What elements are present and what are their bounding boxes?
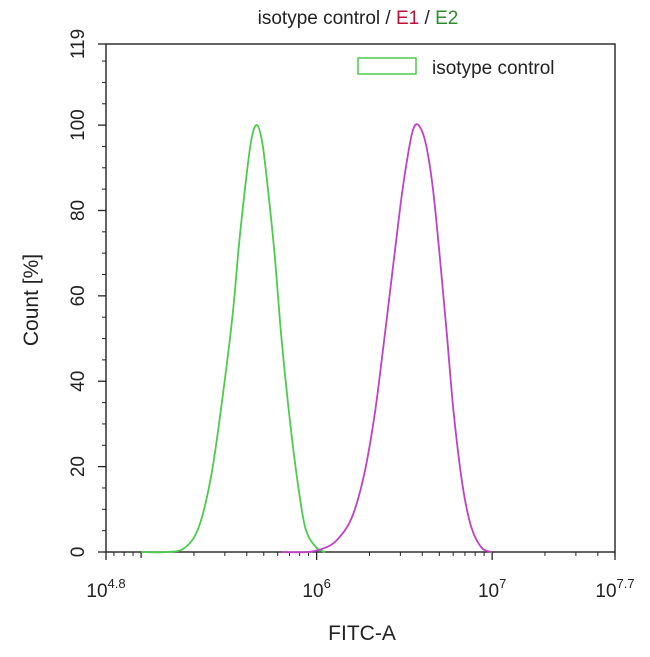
y-tick-label: 0 bbox=[68, 547, 89, 558]
title-part: E2 bbox=[435, 8, 458, 29]
title-part: / bbox=[380, 8, 396, 29]
title-part: E1 bbox=[396, 8, 419, 29]
y-tick-label: 80 bbox=[68, 200, 89, 221]
title-part: / bbox=[419, 8, 435, 29]
y-axis-label: Count [%] bbox=[20, 254, 43, 346]
x-tick-label: 106 bbox=[302, 576, 330, 602]
series-group bbox=[141, 123, 493, 554]
y-axis: 0 20 40 60 80 100 119 bbox=[68, 29, 106, 557]
x-axis-label: FITC-A bbox=[328, 622, 396, 645]
y-tick-label: 100 bbox=[68, 109, 89, 141]
plot-area bbox=[105, 43, 616, 553]
x-tick-label: 104.8 bbox=[86, 576, 125, 602]
y-tick-label: 20 bbox=[68, 456, 89, 477]
plot-border bbox=[105, 43, 616, 553]
legend: isotype control bbox=[357, 57, 555, 79]
y-tick-label: 40 bbox=[68, 371, 89, 392]
series-line-2 bbox=[281, 123, 493, 554]
series-line-1 bbox=[141, 124, 326, 554]
legend-swatch-isotype-control bbox=[357, 57, 417, 75]
x-tick-label: 107.7 bbox=[595, 576, 634, 602]
chart-title: isotype control / E1 / E2 bbox=[258, 8, 459, 29]
x-tick-label: 107 bbox=[478, 576, 506, 602]
y-tick-label: 60 bbox=[68, 285, 89, 306]
y-tick-label: 119 bbox=[68, 29, 89, 59]
legend-label-isotype-control: isotype control bbox=[432, 58, 555, 79]
title-part: isotype control bbox=[258, 8, 381, 29]
x-axis: 104.8 106 107 107.7 bbox=[86, 552, 635, 602]
